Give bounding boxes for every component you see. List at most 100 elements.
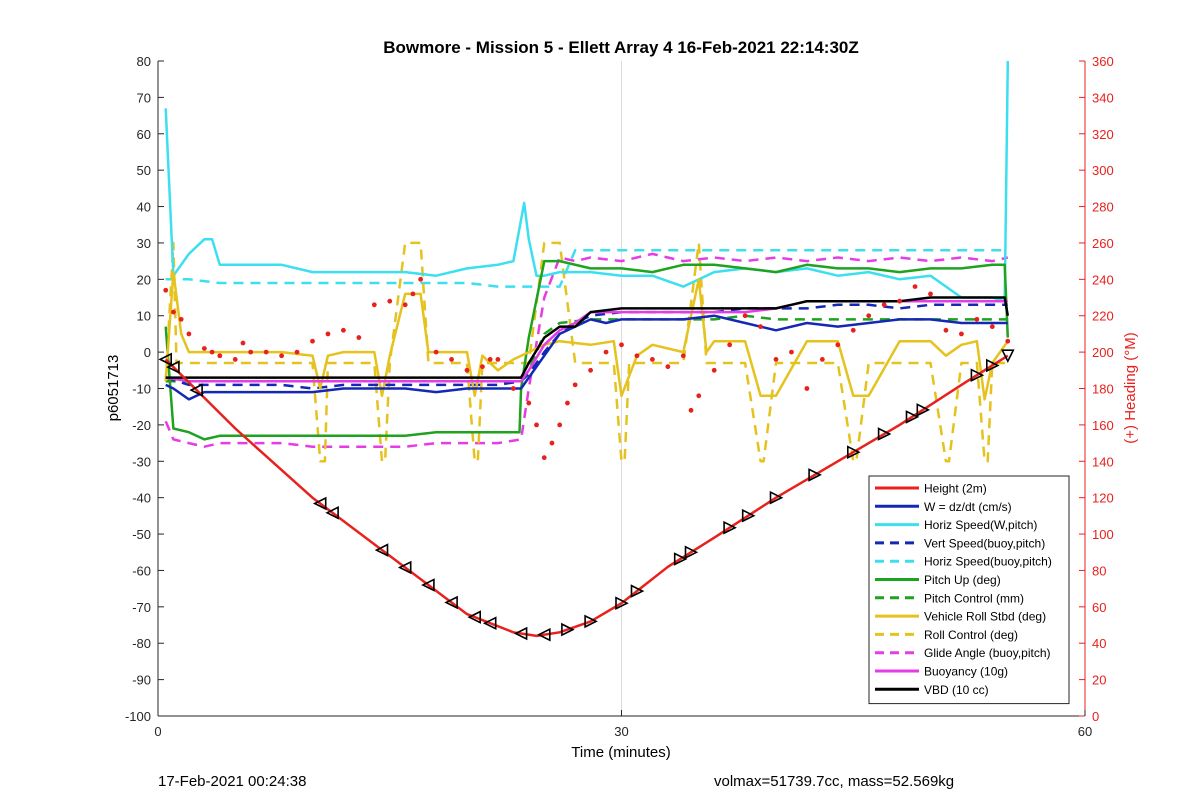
y-tick-label: -40 (132, 491, 151, 506)
climb-marker (684, 545, 699, 560)
y-tick-label: 40 (137, 200, 151, 215)
y-tick-label: -100 (125, 709, 151, 724)
heading-point (897, 298, 902, 304)
heading-point (464, 367, 470, 373)
heading-point (201, 346, 207, 351)
y2-tick-label: 160 (1092, 418, 1114, 433)
heading-point (356, 335, 362, 340)
climb-marker (808, 468, 822, 482)
heading-point (371, 302, 377, 308)
legend-label: Pitch Up (deg) (924, 573, 1001, 587)
heading-point (866, 313, 872, 319)
heading-point (727, 342, 733, 348)
heading-point (186, 331, 192, 337)
heading-point (758, 324, 763, 330)
heading-point (742, 313, 748, 319)
y-tick-label: 0 (144, 345, 151, 360)
heading-point (804, 386, 810, 391)
heading-point (650, 356, 655, 362)
climb-marker (561, 622, 575, 637)
climb-marker (916, 403, 931, 417)
y2-tick-label: 340 (1092, 90, 1114, 105)
heading-point (526, 400, 532, 406)
y-tick-label: 20 (137, 272, 151, 287)
y2-tick-label: 0 (1092, 709, 1099, 724)
heading-point (495, 356, 501, 362)
y2-tick-label: 20 (1092, 673, 1106, 688)
legend-label: Vehicle Roll Stbd (deg) (924, 610, 1046, 624)
series-line (165, 303, 1008, 390)
heading-point (402, 302, 408, 308)
y-tick-label: 70 (137, 90, 151, 105)
dive-marker (325, 506, 339, 520)
y2-tick-label: 120 (1092, 491, 1114, 506)
legend-label: Buoyancy (10g) (924, 665, 1008, 679)
heading-point (572, 382, 578, 388)
y-tick-label: -20 (132, 418, 151, 433)
heading-point (565, 400, 570, 406)
climb-marker (877, 427, 892, 441)
y-axis-label: p6051713 (105, 355, 122, 422)
climb-marker (630, 584, 645, 598)
y-tick-label: -70 (132, 600, 151, 615)
climb-marker (615, 596, 629, 610)
legend: Height (2m) W = dz/dt (cm/s) Horiz Speed(W… (868, 475, 1070, 705)
heading-point (279, 353, 284, 359)
heading-point (928, 291, 933, 297)
heading-point (294, 349, 300, 355)
heading-point (557, 422, 563, 428)
y2-tick-label: 200 (1092, 345, 1114, 360)
series-line (164, 60, 1010, 303)
heading-point (680, 353, 686, 359)
heading-point (819, 356, 825, 362)
heading-point (163, 287, 169, 293)
footer-timestamp: 17-Feb-2021 00:24:38 (158, 773, 307, 790)
heading-point (943, 327, 949, 333)
y-tick-label: 10 (137, 309, 151, 324)
heading-point (263, 349, 269, 355)
dive-marker (444, 595, 458, 610)
heading-point (171, 309, 176, 315)
heading-point (341, 327, 346, 333)
climb-marker (970, 368, 985, 382)
legend-label: Roll Control (deg) (924, 628, 1018, 642)
heading-point (325, 331, 331, 337)
y2-tick-label: 320 (1092, 127, 1114, 142)
climb-marker (985, 358, 1000, 373)
series-line (164, 252, 1009, 448)
x-tick-label: 30 (614, 724, 628, 739)
legend-label: Horiz Speed(W,pitch) (924, 518, 1037, 532)
axes: 80706050403020100-10-20-30-40-50-60-70-8… (125, 54, 1114, 739)
y2-tick-label: 140 (1092, 454, 1114, 469)
heading-point (418, 276, 424, 282)
y-tick-label: 50 (137, 163, 151, 178)
heading-point (711, 367, 717, 373)
x-tick-label: 0 (154, 724, 161, 739)
y-tick-label: -30 (132, 454, 151, 469)
heading-point (881, 302, 887, 308)
y2-tick-label: 240 (1092, 272, 1114, 287)
climb-marker (846, 445, 861, 459)
y2-axis-label: (+) Heading (°M) (1122, 332, 1139, 443)
heading-point (209, 349, 215, 355)
heading-point (989, 324, 995, 330)
chart-title: Bowmore - Mission 5 - Ellett Array 4 16-… (383, 38, 859, 57)
climb-marker (673, 552, 688, 566)
legend-label: Glide Angle (buoy,pitch) (924, 646, 1051, 660)
heading-point (387, 298, 393, 304)
heading-point (534, 422, 539, 428)
heading-point (912, 284, 918, 290)
heading-point (433, 349, 439, 355)
heading-point (1005, 338, 1011, 344)
heading-point (634, 353, 640, 359)
legend-label: Pitch Control (mm) (924, 591, 1024, 605)
heading-point (232, 356, 238, 362)
heading-point (541, 455, 547, 461)
y-tick-label: -90 (132, 673, 151, 688)
y2-tick-label: 60 (1092, 600, 1106, 615)
heading-point (959, 331, 964, 337)
y2-tick-label: 180 (1092, 382, 1114, 397)
series-layer (158, 60, 1015, 642)
x-axis-label: Time (minutes) (571, 744, 670, 761)
